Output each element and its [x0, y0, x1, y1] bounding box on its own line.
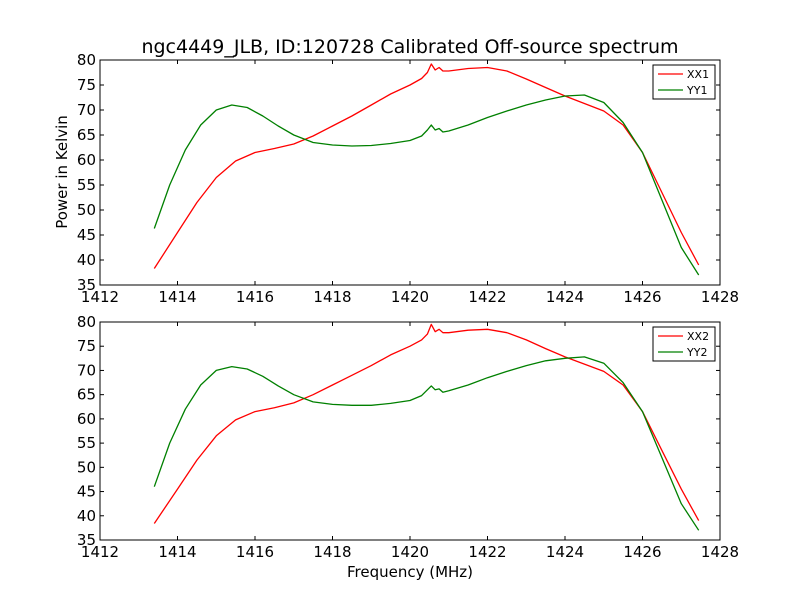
x-tick-label: 1428 [701, 288, 739, 306]
y-tick-label: 60 [77, 151, 96, 169]
x-tick-label: 1414 [158, 543, 196, 561]
y-tick-label: 60 [77, 410, 96, 428]
x-tick-label: 1420 [391, 288, 429, 306]
y-tick-label: 50 [77, 458, 96, 476]
x-tick-label: 1422 [468, 543, 506, 561]
y-tick-label: 75 [77, 337, 96, 355]
y-tick-label: 65 [77, 126, 96, 144]
series-line-yy2 [153, 356, 700, 531]
y-axis-label: Power in Kelvin [53, 115, 71, 229]
legend-label: YY1 [686, 84, 707, 97]
x-tick-label: 1428 [701, 543, 739, 561]
y-tick-label: 50 [77, 201, 96, 219]
y-tick-label: 80 [77, 51, 96, 69]
x-tick-label: 1416 [236, 543, 274, 561]
y-tick-label: 55 [77, 434, 96, 452]
plot-frame [99, 321, 721, 541]
series-line-xx1 [153, 63, 700, 269]
y-tick-label: 45 [77, 226, 96, 244]
x-tick-label: 1418 [313, 288, 351, 306]
y-tick-label: 75 [77, 76, 96, 94]
y-tick-label: 35 [77, 276, 96, 294]
y-tick-label: 70 [77, 361, 96, 379]
y-tick-label: 70 [77, 101, 96, 119]
series-line-yy1 [153, 94, 700, 276]
y-tick-label: 80 [77, 313, 96, 331]
x-tick-label: 1422 [468, 288, 506, 306]
y-tick-label: 40 [77, 507, 96, 525]
bottom-subplot: 1412 1414 1416 1418 1420 1422 1424 1426 1428 35 40… [77, 313, 739, 561]
x-tick-label: 1418 [313, 543, 351, 561]
series-line-xx2 [153, 323, 700, 524]
x-tick-label: 1412 [81, 543, 119, 561]
y-tick-label: 45 [77, 483, 96, 501]
y-tick-label: 40 [77, 251, 96, 269]
x-tick-label: 1414 [158, 288, 196, 306]
x-tick-label: 1424 [546, 543, 584, 561]
x-tick-label: 1426 [623, 288, 661, 306]
x-tick-label: 1424 [546, 288, 584, 306]
figure-title: ngc4449_JLB, ID:120728 Calibrated Off-so… [141, 36, 678, 58]
legend-label: XX1 [687, 68, 709, 81]
x-tick-label: 1416 [236, 288, 274, 306]
y-tick-label: 65 [77, 386, 96, 404]
y-tick-label: 35 [77, 531, 96, 549]
y-tick-label: 55 [77, 176, 96, 194]
legend-label: YY2 [686, 346, 707, 359]
x-tick-label: 1420 [391, 543, 429, 561]
x-tick-label: 1412 [81, 288, 119, 306]
top-subplot: 1412 1414 1416 1418 1420 1422 1424 1426 1428 35 40… [77, 51, 739, 306]
legend-label: XX2 [687, 330, 709, 343]
x-axis-label: Frequency (MHz) [347, 563, 473, 581]
plot-frame [99, 59, 721, 286]
x-tick-label: 1426 [623, 543, 661, 561]
